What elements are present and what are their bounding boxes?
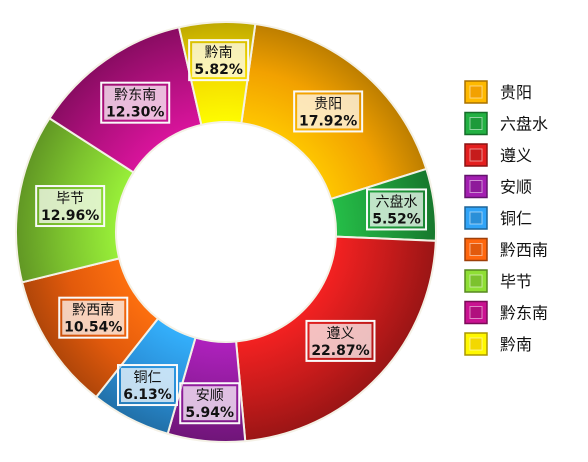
label-inner-bijie xyxy=(39,189,102,224)
label-name-bijie: 毕节 xyxy=(56,191,84,207)
legend-item-qianxinan: 黔西南 xyxy=(464,237,548,262)
legend-swatch-inner-qiannan xyxy=(469,337,483,351)
label-inner-tongren xyxy=(120,368,174,403)
legend-swatch-inner-zunyi xyxy=(469,148,483,162)
legend-label-anshun: 安顺 xyxy=(500,178,532,197)
label-name-tongren: 铜仁 xyxy=(133,370,161,386)
label-box-tongren: 铜仁6.13% xyxy=(116,364,178,407)
label-inner-anshun xyxy=(183,386,237,421)
legend-item-bijie: 毕节 xyxy=(464,269,532,293)
legend-item-liupanshui: 六盘水 xyxy=(464,111,548,136)
label-inner-qianxinan xyxy=(62,300,125,335)
legend-label-zunyi: 遵义 xyxy=(500,146,532,165)
legend-label-guiyang: 贵阳 xyxy=(500,83,532,102)
label-name-qiannan: 黔南 xyxy=(205,45,233,61)
label-inner-qiandongnan xyxy=(104,85,167,120)
legend-swatch-inner-tongren xyxy=(469,211,483,225)
legend-item-tongren: 铜仁 xyxy=(464,206,532,230)
legend-swatch-inner-qiandongnan xyxy=(469,306,483,319)
legend-label-liupanshui: 六盘水 xyxy=(500,115,548,134)
label-value-tongren: 6.13% xyxy=(123,387,172,403)
legend-swatch-inner-guiyang xyxy=(469,85,483,99)
label-name-anshun: 安顺 xyxy=(196,388,224,404)
label-inner-qiannan xyxy=(192,43,246,78)
legend-swatch-inner-liupanshui xyxy=(469,117,483,130)
legend-label-qiannan: 黔南 xyxy=(500,335,532,354)
legend-label-tongren: 铜仁 xyxy=(500,209,532,228)
legend-label-qianxinan: 黔西南 xyxy=(500,241,548,260)
label-inner-liupanshui xyxy=(370,192,424,227)
legend-item-zunyi: 遵义 xyxy=(464,143,532,167)
legend-swatch-inner-bijie xyxy=(469,274,483,288)
label-box-anshun: 安顺5.94% xyxy=(179,382,241,425)
label-name-guiyang: 贵阳 xyxy=(314,96,342,112)
label-name-zunyi: 遵义 xyxy=(326,325,354,342)
label-value-liupanshui: 5.52% xyxy=(372,211,421,227)
label-value-zunyi: 22.87% xyxy=(311,343,369,359)
legend-label-bijie: 毕节 xyxy=(500,272,532,291)
label-value-bijie: 12.96% xyxy=(41,208,99,224)
label-value-qiannan: 5.82% xyxy=(194,62,243,78)
legend-label-qiandongnan: 黔东南 xyxy=(500,304,548,323)
legend-item-anshun: 安顺 xyxy=(464,174,532,199)
legend-swatch-inner-qianxinan xyxy=(469,243,483,256)
label-inner-guiyang xyxy=(297,94,360,129)
label-name-qiandongnan: 黔东南 xyxy=(114,88,156,104)
label-name-qianxinan: 黔西南 xyxy=(72,303,114,319)
label-value-qiandongnan: 12.30% xyxy=(106,105,164,121)
label-box-qiannan: 黔南5.82% xyxy=(188,39,250,82)
slices-group xyxy=(15,21,437,443)
legend-item-qiannan: 黔南 xyxy=(464,332,532,356)
label-value-qianxinan: 10.54% xyxy=(64,320,122,336)
label-name-liupanshui: 六盘水 xyxy=(376,193,418,210)
labels-group: 贵阳17.92%六盘水5.52%遵义22.87%安顺5.94%铜仁6.13%黔西… xyxy=(35,39,428,425)
label-value-guiyang: 17.92% xyxy=(299,113,357,129)
legend-item-guiyang: 贵阳 xyxy=(464,80,532,104)
legend-item-qiandongnan: 黔东南 xyxy=(464,300,548,325)
legend-swatch-inner-anshun xyxy=(469,180,483,193)
label-inner-zunyi xyxy=(309,323,372,358)
label-value-anshun: 5.94% xyxy=(185,405,234,421)
